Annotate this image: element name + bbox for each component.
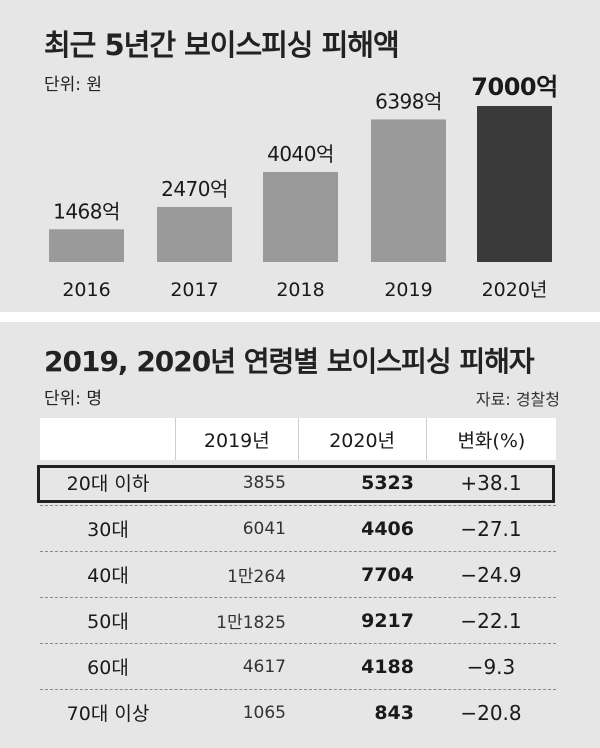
header-cell-2019: 2019년: [175, 418, 297, 460]
change-cell: −9.3: [466, 654, 516, 679]
change-cell: −24.9: [460, 562, 522, 587]
value-2020-cell: 4406: [361, 517, 414, 540]
value-2019-cell: 1만264: [227, 567, 286, 587]
data-label-2016: 1468억: [53, 199, 120, 223]
bar-2018: [263, 171, 338, 262]
header-cell-2020: 2020년: [297, 418, 426, 460]
table-row: 70대 이상 1065 843 −20.8: [40, 690, 556, 735]
bar-2017: [157, 206, 232, 262]
table-body: 20대 이하 3855 5323 +38.1 30대 6041 4406 −27.1 40대 1만…: [37, 460, 556, 735]
damage-chart-panel: 최근 5년간 보이스피싱 피해액 단위: 원 1468억 2016 2470억 201…: [0, 0, 600, 312]
age-cell: 70대 이상: [66, 703, 150, 725]
victims-table: 2019년 2020년 변화(%) 20대 이하 3855 5323 +38.1 30대…: [37, 418, 556, 735]
age-cell: 20대 이하: [66, 473, 150, 495]
change-cell: −22.1: [460, 608, 522, 633]
bar-2020년: [477, 106, 552, 262]
change-cell: +38.1: [460, 470, 522, 495]
table-row: 30대 6041 4406 −27.1: [40, 506, 556, 552]
value-2020-cell: 7704: [361, 563, 414, 586]
value-2019-cell: 1만1825: [216, 613, 286, 633]
source-label: 자료: 경찰청: [475, 390, 560, 409]
value-2020-cell: 5323: [361, 471, 414, 494]
table-header: 2019년 2020년 변화(%): [40, 418, 556, 460]
value-2020-cell: 4188: [361, 655, 414, 678]
value-2020-cell: 9217: [361, 609, 414, 632]
panel-separator: [0, 312, 600, 322]
chart-title: 최근 5년간 보이스피싱 피해액: [44, 28, 400, 62]
bar-2019: [371, 119, 446, 262]
age-cell: 60대: [87, 657, 129, 679]
victims-table-panel: 2019, 2020년 연령별 보이스피싱 피해자 단위: 명 자료: 경찰청 …: [0, 322, 600, 748]
value-2019-cell: 4617: [242, 656, 286, 677]
table-row: 60대 4617 4188 −9.3: [40, 644, 556, 690]
age-cell: 30대: [87, 519, 129, 541]
value-2020-cell: 843: [374, 701, 414, 724]
table-row: 40대 1만264 7704 −24.9: [40, 552, 556, 598]
header-cell-change: 변화(%): [425, 418, 556, 460]
age-cell: 50대: [87, 611, 129, 633]
bar-2016: [49, 229, 124, 262]
tick-label-2017: 2017: [170, 279, 218, 301]
tick-label-2019: 2019: [384, 279, 432, 301]
data-label-2019: 6398억: [375, 89, 442, 113]
chart-unit-label: 단위: 원: [44, 75, 103, 95]
data-label-2017: 2470억: [161, 177, 228, 201]
value-2019-cell: 1065: [242, 702, 286, 723]
table-unit-label: 단위: 명: [44, 389, 103, 409]
value-2019-cell: 6041: [242, 518, 286, 539]
change-cell: −20.8: [460, 700, 522, 725]
table-row: 20대 이하 3855 5323 +38.1: [37, 460, 556, 506]
data-label-2020년: 7000억: [471, 73, 557, 101]
header-cell-age: [40, 418, 175, 460]
age-cell: 40대: [87, 565, 129, 587]
tick-label-2020년: 2020년: [482, 279, 548, 301]
table-row: 50대 1만1825 9217 −22.1: [40, 598, 556, 644]
tick-label-2018: 2018: [276, 279, 324, 301]
tick-label-2016: 2016: [62, 279, 110, 301]
table-title: 2019, 2020년 연령별 보이스피싱 피해자: [44, 345, 535, 378]
change-cell: −27.1: [460, 516, 522, 541]
value-2019-cell: 3855: [242, 472, 286, 493]
bar-chart: 1468억 2016 2470억 2017 4040억 2018 6398억 2019 7000…: [49, 73, 558, 301]
data-label-2018: 4040억: [267, 142, 334, 166]
